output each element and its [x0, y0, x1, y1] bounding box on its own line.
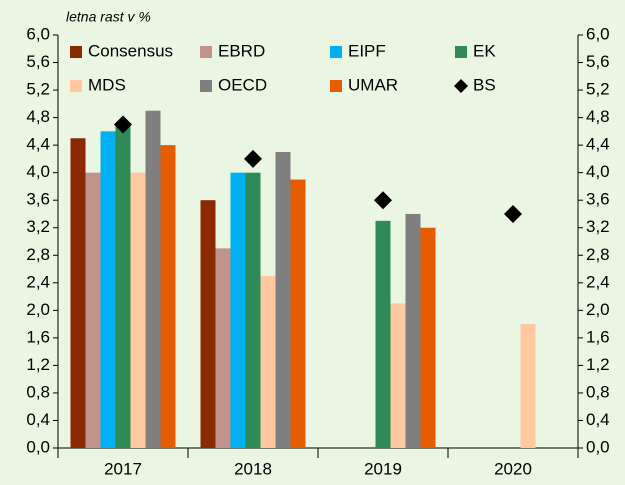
bar: [275, 152, 291, 448]
y-tick-label: 0,8: [26, 382, 50, 401]
x-tick-label: 2018: [234, 459, 272, 478]
y2-tick-label: 1,2: [586, 355, 610, 374]
legend-label: BS: [473, 75, 496, 94]
y-tick-label: 4,0: [26, 162, 50, 181]
y-tick-label: 0,0: [26, 437, 50, 456]
y2-tick-label: 4,4: [586, 135, 610, 154]
y-tick-label: 1,6: [26, 327, 50, 346]
bar: [390, 303, 406, 448]
chart-subtitle: letna rast v %: [66, 9, 151, 25]
legend-swatch: [200, 46, 212, 58]
bar: [70, 138, 86, 448]
legend-label: Consensus: [88, 41, 173, 60]
bar: [230, 172, 246, 448]
y-tick-label: 5,2: [26, 80, 50, 99]
bar: [290, 179, 306, 449]
y2-tick-label: 0,8: [586, 382, 610, 401]
y-tick-label: 0,4: [26, 410, 50, 429]
y-tick-label: 2,4: [26, 272, 50, 291]
y2-tick-label: 1,6: [586, 327, 610, 346]
bar: [245, 172, 261, 448]
marker: [114, 115, 132, 134]
bar: [405, 213, 421, 448]
y2-tick-label: 5,2: [586, 80, 610, 99]
y2-tick-label: 2,4: [586, 272, 610, 291]
legend-swatch: [200, 80, 212, 92]
bar: [375, 220, 391, 448]
legend-swatch: [70, 46, 82, 58]
y2-tick-label: 6,0: [586, 24, 610, 43]
legend-swatch: [455, 46, 467, 58]
y2-tick-label: 3,2: [586, 217, 610, 236]
bar: [420, 227, 436, 448]
y-tick-label: 1,2: [26, 355, 50, 374]
y2-tick-label: 2,0: [586, 300, 610, 319]
bar: [520, 324, 536, 448]
bar: [160, 145, 176, 448]
legend-label: EK: [473, 41, 496, 60]
y2-tick-label: 2,8: [586, 245, 610, 264]
bar: [115, 124, 131, 448]
bar: [145, 110, 161, 448]
legend-label: OECD: [218, 75, 267, 94]
y-tick-label: 2,0: [26, 300, 50, 319]
x-tick-label: 2019: [364, 459, 402, 478]
y-tick-label: 5,6: [26, 52, 50, 71]
y-tick-label: 2,8: [26, 245, 50, 264]
y-tick-label: 3,2: [26, 217, 50, 236]
legend-swatch: [330, 46, 342, 58]
y2-tick-label: 0,4: [586, 410, 610, 429]
bar: [260, 275, 276, 448]
bar: [200, 200, 216, 448]
x-tick-label: 2020: [494, 459, 532, 478]
legend-marker: [454, 79, 468, 93]
marker: [374, 191, 392, 210]
legend-label: MDS: [88, 75, 126, 94]
legend-label: EIPF: [348, 41, 386, 60]
x-tick-label: 2017: [104, 459, 142, 478]
y2-tick-label: 3,6: [586, 190, 610, 209]
bar: [130, 172, 146, 448]
legend-label: EBRD: [218, 41, 265, 60]
y2-tick-label: 4,0: [586, 162, 610, 181]
legend-swatch: [70, 80, 82, 92]
legend-swatch: [330, 80, 342, 92]
marker: [244, 149, 262, 168]
bar: [85, 172, 101, 448]
marker: [504, 204, 522, 223]
y-tick-label: 6,0: [26, 24, 50, 43]
y2-tick-label: 5,6: [586, 52, 610, 71]
y2-tick-label: 4,8: [586, 107, 610, 126]
y-tick-label: 4,8: [26, 107, 50, 126]
bar: [215, 248, 231, 448]
legend-label: UMAR: [348, 75, 398, 94]
y2-tick-label: 0,0: [586, 437, 610, 456]
y-tick-label: 3,6: [26, 190, 50, 209]
bar: [100, 131, 116, 448]
y-tick-label: 4,4: [26, 135, 50, 154]
